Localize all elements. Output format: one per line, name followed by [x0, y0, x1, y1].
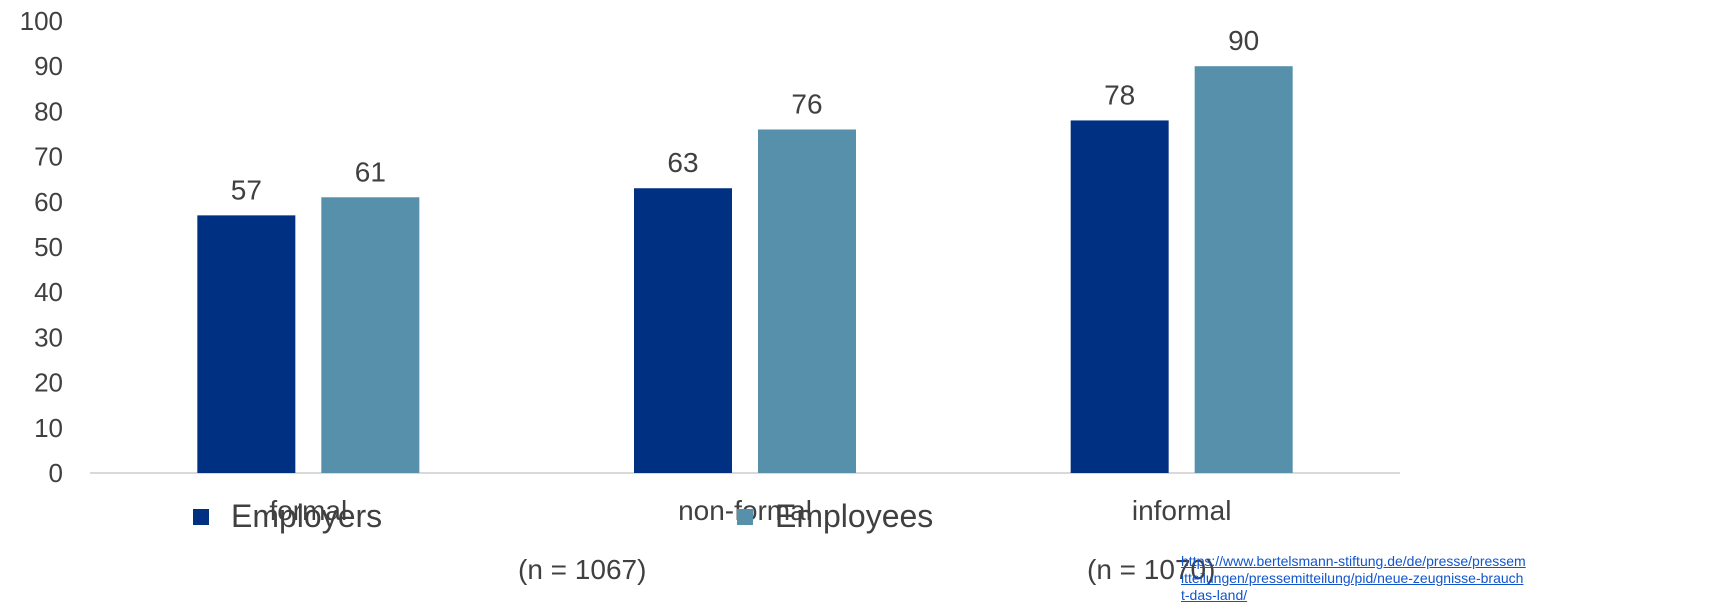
bar-employers-informal	[1070, 120, 1169, 473]
employees-sample-size: (n = 1070)	[1087, 554, 1216, 585]
legend-label-employees: Employees	[775, 498, 934, 534]
legend-item-employees: Employees	[737, 498, 933, 535]
y-tick-label: 50	[34, 232, 63, 262]
data-label: 61	[355, 156, 386, 187]
legend-swatch-employees	[737, 508, 753, 525]
data-label: 57	[231, 174, 262, 205]
y-tick-label: 10	[34, 413, 63, 443]
bar-employees-formal	[321, 197, 420, 473]
bar-employers-non-formal	[634, 188, 732, 474]
y-tick-label: 20	[34, 368, 63, 398]
y-tick-label: 80	[34, 96, 63, 126]
data-label: 90	[1228, 25, 1259, 56]
source-link[interactable]: https://www.bertelsmann-stiftung.de/de/p…	[1181, 553, 1526, 603]
legend-label-employers: Employers	[231, 498, 383, 534]
data-label: 76	[791, 88, 822, 119]
y-tick-label: 30	[34, 322, 63, 352]
y-tick-label: 90	[34, 51, 63, 81]
x-category-label: informal	[1132, 495, 1232, 526]
y-tick-label: 60	[34, 187, 63, 217]
y-tick-label: 70	[34, 142, 63, 172]
x-category-label: formal	[269, 495, 347, 526]
employers-sample-size: (n = 1067)	[518, 554, 647, 585]
bar-employees-informal	[1194, 66, 1293, 473]
bar-employers-formal	[197, 215, 296, 474]
y-tick-label: 100	[20, 6, 63, 36]
data-label: 63	[667, 147, 698, 178]
data-label: 78	[1104, 79, 1135, 110]
bar-employees-non-formal	[758, 129, 856, 474]
legend-swatch-employers	[193, 508, 209, 525]
y-tick-label: 40	[34, 277, 63, 307]
y-tick-label: 0	[49, 458, 63, 488]
legend-item-employers: Employers	[193, 498, 382, 535]
